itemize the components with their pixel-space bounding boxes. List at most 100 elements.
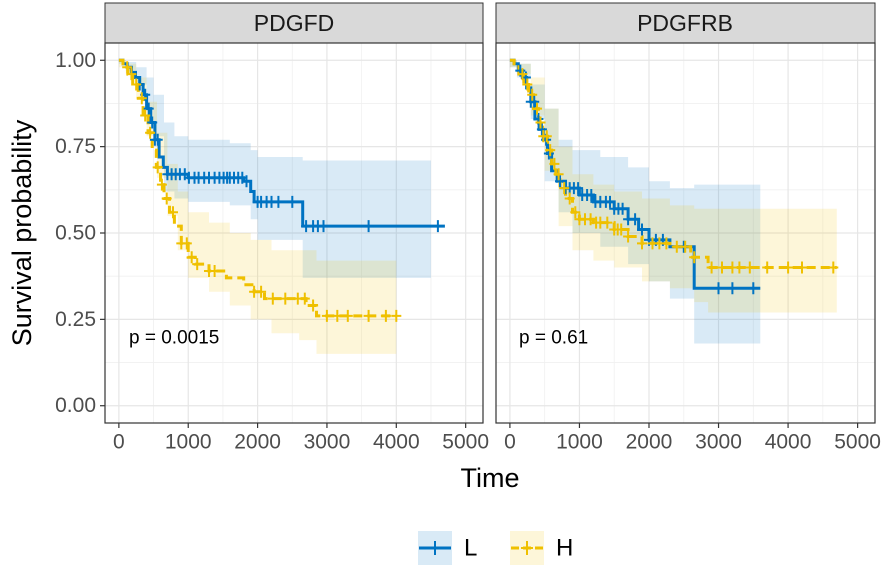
censor-mark-h bbox=[308, 299, 319, 312]
x-tick-label: 2000 bbox=[626, 431, 673, 454]
ci-bands-pdgfd bbox=[118, 60, 432, 354]
censor-mark-l bbox=[637, 223, 647, 236]
censor-mark-h bbox=[126, 68, 137, 81]
censor-mark-h bbox=[522, 78, 533, 91]
censor-mark-h bbox=[828, 261, 839, 274]
censor-mark-h bbox=[717, 261, 727, 274]
censor-mark-h bbox=[209, 265, 220, 277]
survival-curve-h bbox=[118, 58, 397, 318]
strip-pdgfd bbox=[104, 2, 484, 44]
censor-mark-h bbox=[616, 223, 627, 236]
censor-mark-h bbox=[186, 251, 197, 264]
y-tick-label: 0.75 bbox=[55, 135, 96, 158]
censor-mark-h bbox=[553, 168, 564, 181]
censor-mark-h bbox=[299, 292, 310, 305]
censor-mark-h bbox=[706, 261, 717, 274]
censor-mark-l bbox=[363, 220, 374, 233]
censor-mark-h bbox=[321, 309, 332, 322]
censor-mark-l bbox=[748, 282, 759, 295]
censor-mark-l bbox=[536, 123, 547, 136]
ci-bands-pdgfrb bbox=[509, 60, 837, 344]
censor-mark-l bbox=[586, 189, 597, 201]
censor-mark-h bbox=[797, 261, 807, 274]
x-tick-label: 5000 bbox=[834, 431, 881, 454]
y-tick-label: 0.00 bbox=[55, 394, 96, 417]
censor-mark-l bbox=[630, 213, 641, 226]
censor-mark-h bbox=[145, 126, 156, 139]
x-tick-label: 5000 bbox=[442, 431, 489, 454]
censor-mark-l bbox=[727, 282, 738, 295]
censor-mark-l bbox=[287, 195, 298, 208]
ci-band-l bbox=[509, 60, 761, 344]
gridlines-pdgfrb bbox=[496, 43, 875, 423]
censor-mark-l bbox=[147, 116, 158, 129]
censor-mark-l bbox=[152, 133, 163, 146]
censor-mark-l bbox=[143, 102, 154, 115]
y-axis-title: Survival probability bbox=[7, 119, 37, 346]
censor-mark-h bbox=[332, 309, 343, 322]
legend-censor-h bbox=[521, 541, 533, 555]
censor-marks-pdgfrb bbox=[515, 64, 839, 295]
panel-pdgfd: PDGFD p = 0.0015 bbox=[104, 2, 484, 424]
censor-mark-l bbox=[432, 220, 443, 233]
censor-mark-l bbox=[273, 195, 284, 208]
censor-mark-h bbox=[152, 161, 163, 174]
censor-mark-h bbox=[156, 178, 167, 191]
censor-mark-h bbox=[380, 309, 391, 322]
strip-label-pdgfrb: PDGFRB bbox=[637, 10, 733, 36]
censor-mark-h bbox=[192, 258, 203, 271]
censor-mark-h bbox=[541, 130, 552, 143]
censor-mark-h bbox=[585, 213, 596, 226]
panel-pdgfrb: PDGFRB p = 0.61 bbox=[495, 2, 876, 424]
ci-band-h bbox=[118, 60, 397, 354]
censor-mark-h bbox=[391, 309, 402, 322]
censor-mark-l bbox=[573, 182, 584, 195]
censor-mark-h bbox=[680, 240, 691, 253]
censor-mark-h bbox=[517, 68, 528, 81]
x-tick-label: 3000 bbox=[304, 431, 351, 454]
censor-mark-h bbox=[256, 285, 267, 298]
censor-mark-h bbox=[783, 261, 794, 274]
y-tick-label: 0.25 bbox=[55, 308, 96, 331]
legend-censor-l bbox=[429, 541, 441, 555]
censor-mark-h bbox=[602, 216, 613, 229]
y-tick-label: 0.50 bbox=[55, 222, 96, 245]
censor-mark-l bbox=[241, 175, 252, 188]
pvalue-pdgfrb: p = 0.61 bbox=[519, 328, 588, 349]
x-tick-label: 0 bbox=[504, 431, 516, 454]
censor-mark-h bbox=[535, 116, 546, 129]
censor-mark-h bbox=[671, 240, 682, 253]
censor-marks-pdgfd bbox=[122, 61, 443, 322]
legend-label-l: L bbox=[464, 535, 477, 562]
gridlines-pdgfd bbox=[105, 43, 483, 423]
strip-pdgfrb bbox=[495, 2, 876, 44]
pvalue-pdgfd: p = 0.0015 bbox=[129, 328, 219, 349]
censor-mark-l bbox=[605, 195, 615, 208]
censor-mark-h bbox=[140, 109, 151, 122]
censor-mark-h bbox=[623, 230, 634, 243]
censor-mark-h bbox=[545, 144, 556, 157]
censor-mark-h bbox=[181, 237, 192, 250]
panel-border-pdgfrb bbox=[495, 42, 876, 424]
censor-mark-l bbox=[318, 220, 329, 233]
ci-band-h bbox=[509, 60, 837, 313]
x-tick-label: 3000 bbox=[695, 431, 742, 454]
censor-mark-h bbox=[734, 261, 745, 274]
censor-mark-l bbox=[617, 202, 628, 215]
x-tick-label: 4000 bbox=[765, 431, 812, 454]
legend-label-h: H bbox=[556, 535, 573, 562]
censor-mark-h bbox=[131, 78, 142, 91]
censor-mark-h bbox=[744, 261, 755, 274]
censor-mark-h bbox=[122, 61, 133, 74]
censor-mark-l bbox=[555, 175, 565, 188]
censor-mark-l bbox=[713, 282, 724, 295]
censor-mark-h bbox=[762, 261, 773, 274]
x-axis-title: Time bbox=[461, 463, 520, 493]
censor-mark-l bbox=[529, 95, 540, 108]
x-tick-label: 1000 bbox=[165, 431, 212, 454]
y-axis: 0.00 0.25 0.50 0.75 1.00 bbox=[55, 49, 105, 417]
censor-mark-h bbox=[136, 92, 147, 105]
censor-mark-h bbox=[280, 292, 291, 305]
x-tick-label: 4000 bbox=[373, 431, 420, 454]
